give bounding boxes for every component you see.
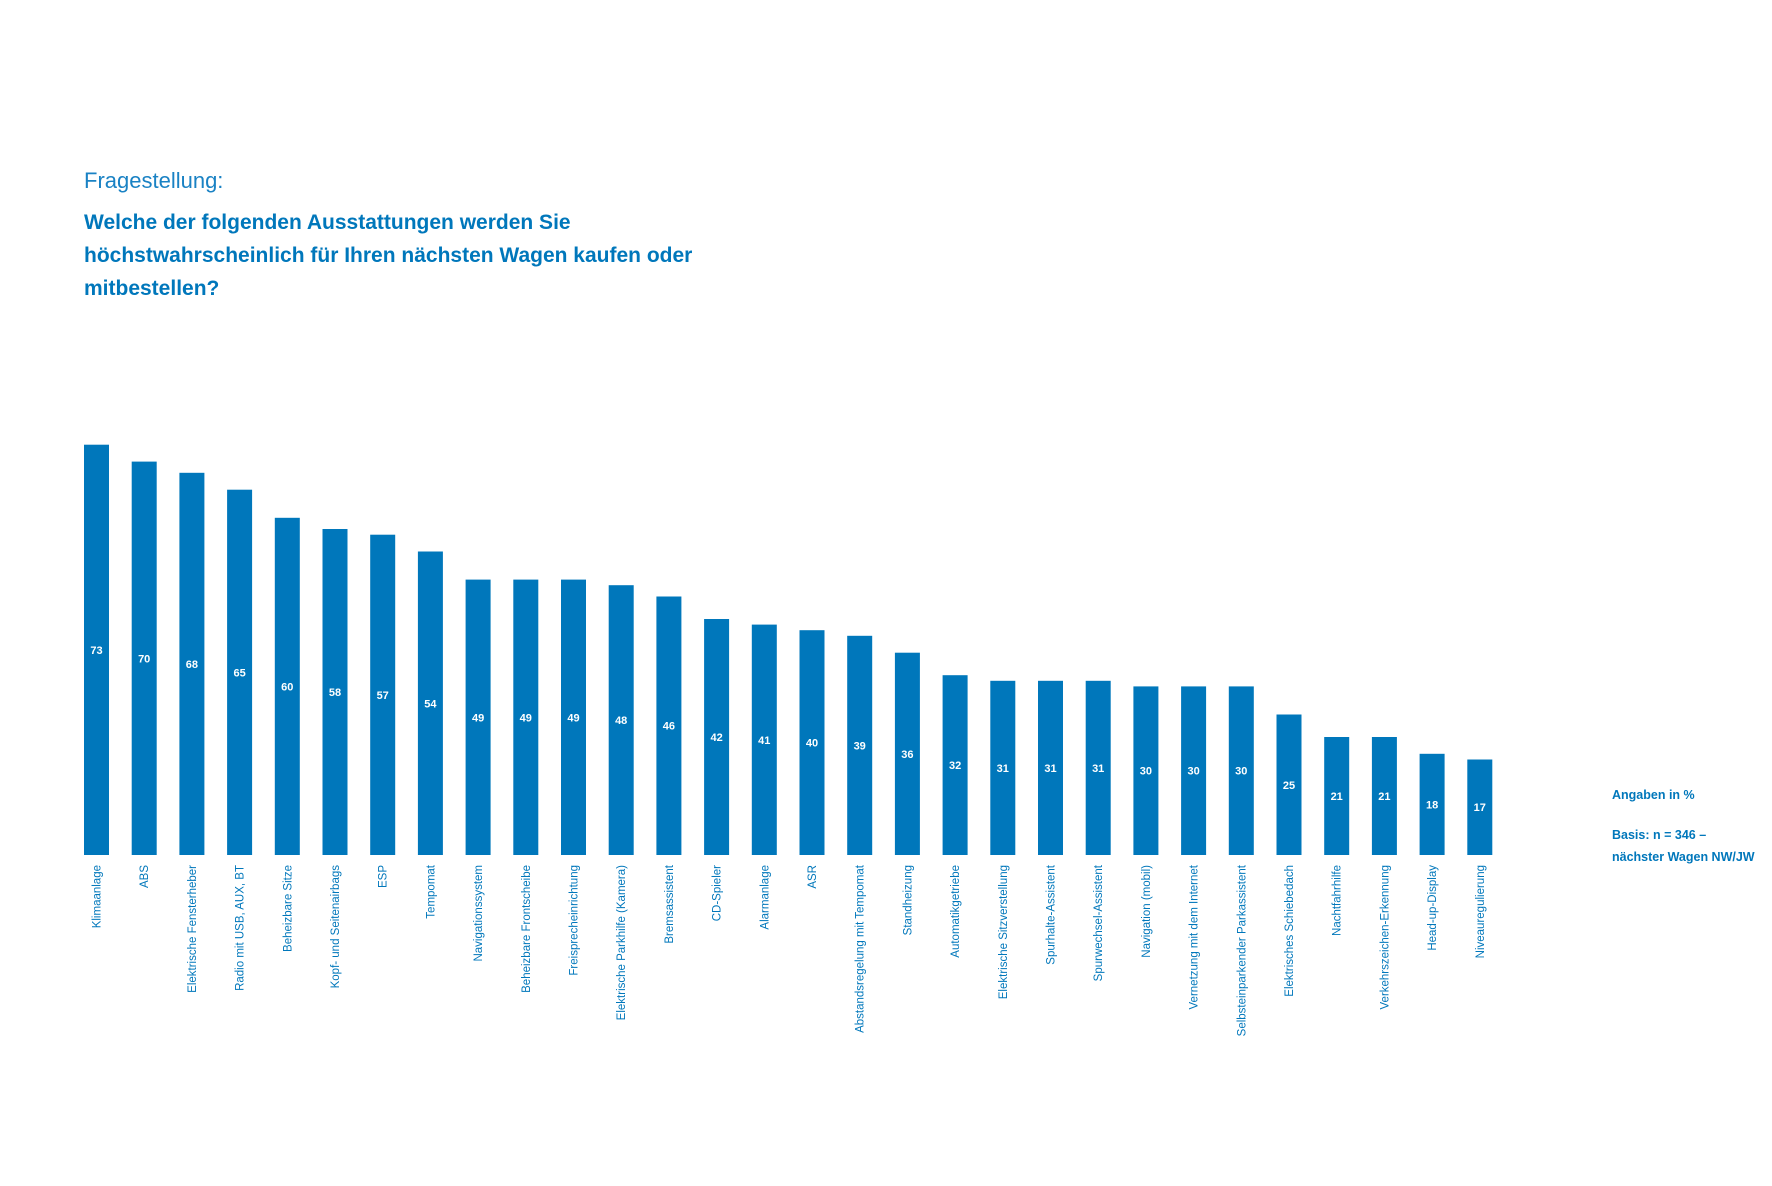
bar-value-label-24: 30 <box>1187 766 1199 778</box>
bar-value-label-15: 41 <box>758 735 770 747</box>
bar-value-label-27: 21 <box>1331 791 1343 803</box>
category-label-13: Bremsassistent <box>664 864 676 943</box>
bar-value-label-26: 25 <box>1283 780 1295 792</box>
category-label-11: Freisprecheinrichtung <box>569 865 581 976</box>
category-label-21: Spurhalte-Assistent <box>1046 864 1058 965</box>
category-label-4: Radio mit USB, AUX, BT <box>235 865 247 991</box>
bar-value-label-13: 46 <box>663 721 675 733</box>
bar-value-label-11: 49 <box>567 712 579 724</box>
bar-value-label-20: 31 <box>997 763 1009 775</box>
bar-22 <box>1085 680 1111 855</box>
category-label-10: Beheizbare Frontscheibe <box>521 865 533 993</box>
bar-value-label-10: 49 <box>520 712 532 724</box>
bar-27 <box>1324 737 1350 855</box>
bar-value-label-2: 70 <box>138 653 150 665</box>
bar-30 <box>1467 759 1493 855</box>
bar-13 <box>656 596 682 855</box>
bar-21 <box>1038 680 1063 855</box>
category-label-17: Abstandsregelung mit Tempomat <box>855 864 867 1033</box>
bar-10 <box>513 579 539 855</box>
bar-value-label-16: 40 <box>806 738 818 750</box>
basis-line-2: nächster Wagen NW/JW <box>1612 850 1755 864</box>
bar-25 <box>1228 686 1254 855</box>
bar-7 <box>370 534 396 855</box>
category-label-19: Automatikgetriebe <box>950 865 962 958</box>
bar-29 <box>1419 753 1445 855</box>
category-label-25: Selbsteinparkender Parkassistent <box>1236 864 1248 1036</box>
unit-note: Angaben in % <box>1612 788 1695 802</box>
bar-6 <box>322 529 348 855</box>
bar-16 <box>799 630 825 855</box>
bar-11 <box>561 579 586 855</box>
bar-value-label-28: 21 <box>1378 791 1390 803</box>
category-label-15: Alarmanlage <box>759 865 771 930</box>
bar-value-label-17: 39 <box>854 740 866 752</box>
bar-20 <box>990 680 1016 855</box>
bar-9 <box>465 579 491 855</box>
bar-17 <box>847 635 873 855</box>
chart-notes: Angaben in % Basis: n = 346 – nächster W… <box>1612 784 1772 868</box>
bar-value-label-7: 57 <box>377 690 389 702</box>
category-label-7: ESP <box>378 865 390 888</box>
bar-5 <box>274 517 300 855</box>
bar-value-label-25: 30 <box>1235 766 1247 778</box>
category-label-29: Head-up-Display <box>1427 865 1439 951</box>
category-label-3: Elektrische Fensterheber <box>187 865 199 993</box>
bar-value-label-14: 42 <box>710 732 722 744</box>
bar-26 <box>1276 714 1302 855</box>
category-label-12: Elektrische Parkhilfe (Kamera) <box>616 865 628 1020</box>
category-label-14: CD-Spieler <box>712 865 724 921</box>
bar-19 <box>942 675 968 855</box>
bar-value-label-29: 18 <box>1426 799 1438 811</box>
category-label-6: Kopf- und Seitenairbags <box>330 865 342 989</box>
bar-value-label-9: 49 <box>472 712 484 724</box>
bar-value-label-30: 17 <box>1474 802 1486 814</box>
bar-value-label-22: 31 <box>1092 763 1104 775</box>
bar-23 <box>1133 686 1159 855</box>
category-label-8: Tempomat <box>425 864 437 918</box>
category-label-9: Navigationssystem <box>473 865 485 962</box>
bar-value-label-6: 58 <box>329 687 341 699</box>
bar-value-label-5: 60 <box>281 681 293 693</box>
category-label-26: Elektrisches Schiebedach <box>1284 865 1296 997</box>
basis-line-1: Basis: n = 346 – <box>1612 828 1707 842</box>
bar-value-label-12: 48 <box>615 715 627 727</box>
bar-2 <box>131 461 157 855</box>
bar-1 <box>84 444 109 855</box>
category-label-18: Standheizung <box>902 865 914 935</box>
bar-3 <box>179 472 205 855</box>
bar-24 <box>1181 686 1207 855</box>
bar-value-label-4: 65 <box>233 667 245 679</box>
bar-value-label-18: 36 <box>901 749 913 761</box>
question-header: Fragestellung: Welche der folgenden Auss… <box>84 166 784 305</box>
category-label-30: Niveauregulierung <box>1475 865 1487 958</box>
bar-28 <box>1371 737 1397 855</box>
category-label-28: Verkehrszeichen-Erkennung <box>1379 865 1391 1009</box>
basis-note: Basis: n = 346 – nächster Wagen NW/JW <box>1612 824 1772 868</box>
bar-value-label-3: 68 <box>186 659 198 671</box>
bar-4 <box>227 489 253 855</box>
bar-value-label-8: 54 <box>424 698 437 710</box>
category-label-16: ASR <box>807 865 819 889</box>
question-label: Fragestellung: <box>84 168 224 193</box>
bar-8 <box>417 551 443 855</box>
bar-value-label-1: 73 <box>90 645 102 657</box>
category-label-23: Navigation (mobil) <box>1141 865 1153 958</box>
bar-value-label-21: 31 <box>1044 763 1056 775</box>
category-label-2: ABS <box>139 865 151 888</box>
category-label-24: Vernetzung mit dem Internet <box>1189 864 1201 1009</box>
bar-value-label-23: 30 <box>1140 766 1152 778</box>
category-label-1: Klimaanlage <box>92 865 104 928</box>
bar-18 <box>894 652 920 855</box>
bar-14 <box>704 619 730 855</box>
question-text: Welche der folgenden Ausstattungen werde… <box>84 211 693 300</box>
bar-12 <box>608 585 634 855</box>
bar-value-label-19: 32 <box>949 760 961 772</box>
bar-15 <box>751 624 777 855</box>
category-label-20: Elektrische Sitzverstellung <box>998 865 1010 999</box>
category-label-5: Beheizbare Sitze <box>282 865 294 952</box>
category-label-22: Spurwechsel-Assistent <box>1093 864 1105 981</box>
category-label-27: Nachtfahrhilfe <box>1332 865 1344 936</box>
